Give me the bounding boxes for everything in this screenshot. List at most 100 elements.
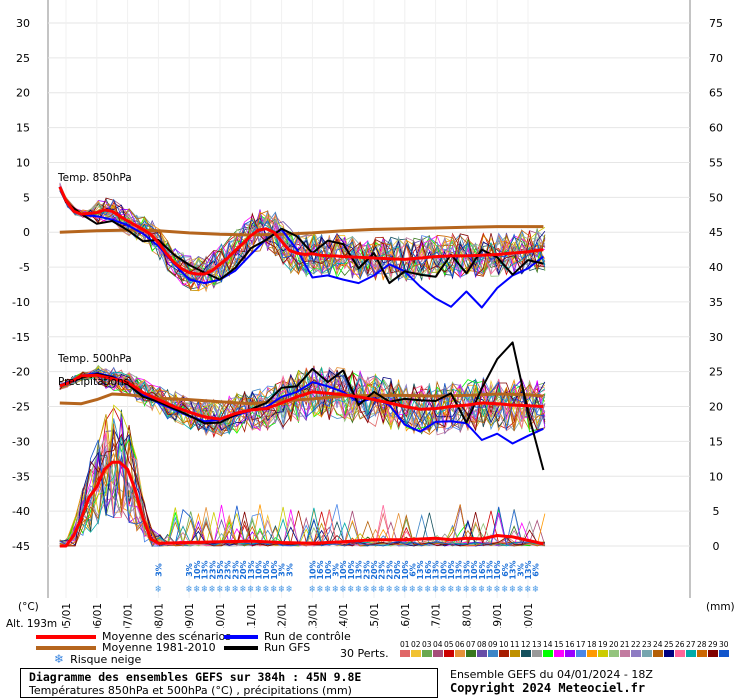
date-axis: 05/01 06/01 07/01 08/01 09/01 10/01 11/01 12/01… (61, 603, 535, 628)
snow-pct: 20% (393, 560, 402, 579)
pert-swatch (543, 650, 553, 657)
pert-number: 17 (576, 640, 586, 649)
snow-pct: 10% (255, 560, 264, 579)
right-tick-label: 30 (709, 331, 723, 344)
chart-subtitle: Températures 850hPa et 500hPa (°C) , pré… (29, 684, 352, 697)
left-tick-label: -40 (12, 505, 30, 518)
pert-swatch (554, 650, 564, 657)
snow-pct: 13% (462, 560, 471, 579)
plot-background (48, 0, 690, 628)
legend-swatch-control (224, 634, 258, 639)
date-label: 19/01 (492, 603, 504, 628)
snowflake-icon: ❄ (363, 584, 370, 595)
pert-number: 28 (697, 640, 707, 649)
pert-swatch (631, 650, 641, 657)
copyright: Copyright 2024 Meteociel.fr (450, 681, 646, 695)
snow-pct: 6% (501, 563, 510, 577)
snow-pct: 10% (347, 560, 356, 579)
pert-number: 22 (631, 640, 641, 649)
date-label: 13/01 (307, 603, 319, 628)
snowflake-icon: ❄ (248, 584, 255, 595)
left-tick-label: -45 (12, 540, 30, 553)
right-tick-label: 75 (709, 17, 723, 30)
snowflake-icon: ❄ (155, 584, 162, 595)
series-t850-3 (58, 186, 544, 285)
snowflake-icon: ❄ (263, 584, 270, 595)
snowflake-icon: ❄ (340, 584, 347, 595)
snow-pct: 10% (470, 560, 479, 579)
snow-pct: 13% (201, 560, 210, 579)
snowflake-icon: ❄ (271, 584, 278, 595)
snow-pct: 20% (370, 560, 379, 579)
pert-number: 21 (620, 640, 630, 649)
snow-pct: 23% (385, 560, 394, 579)
snow-pct: 13% (416, 560, 425, 579)
legend-label-snow: Risque neige (70, 652, 142, 666)
right-tick-label: 0 (713, 540, 720, 553)
legend: Moyenne des scénarios Moyenne 1981-2010 … (0, 628, 740, 700)
right-tick-label: 35 (709, 296, 723, 309)
date-label: 05/01 (61, 603, 73, 628)
right-tick-label: 25 (709, 366, 723, 379)
pert-swatch (455, 650, 465, 657)
snowflake-icon: ❄ (510, 584, 517, 595)
pert-number: 27 (686, 640, 696, 649)
series-t850-1 (59, 225, 544, 237)
pert-swatch (499, 650, 509, 657)
legend-label-mean: Moyenne des scénarios (102, 630, 231, 643)
series-t500-5 (59, 392, 544, 406)
snow-pct: 3% (516, 563, 525, 577)
snowflake-icon: ❄ (440, 584, 447, 595)
date-label: 11/01 (246, 603, 258, 628)
snowflake-icon: ❄ (202, 584, 209, 595)
legend-label-climate: Moyenne 1981-2010 (102, 641, 216, 654)
snowflake-icon: ❄ (502, 584, 509, 595)
pert-swatch (422, 650, 432, 657)
pert-number: 06 (455, 640, 465, 649)
right-tick-label: 5 (713, 505, 720, 518)
snowflake-icon: ❄ (217, 584, 224, 595)
snowflake-icon: ❄ (186, 584, 193, 595)
right-tick-label: 10 (709, 470, 723, 483)
right-tick-label: 40 (709, 261, 723, 274)
annotation-t850: Temp. 850hPa (57, 172, 132, 184)
pert-swatch (477, 650, 487, 657)
left-tick-label: -10 (12, 296, 30, 309)
snow-pct: 23% (208, 560, 217, 579)
snowflake-icon: ❄ (317, 584, 324, 595)
pert-number: 11 (510, 640, 520, 649)
legend-label-gfs: Run GFS (264, 641, 311, 654)
pert-swatch (664, 650, 674, 657)
series-t850-2 (58, 186, 545, 309)
snowflake-icon: ❄ (479, 584, 486, 595)
date-label: 14/01 (338, 603, 350, 628)
title-box: Diagramme des ensembles GEFS sur 384h : … (20, 668, 438, 698)
date-label: 10/01 (215, 603, 227, 628)
left-tick-label: 10 (16, 156, 30, 169)
pert-number: 23 (642, 640, 652, 649)
chart-title: Diagramme des ensembles GEFS sur 384h : … (29, 670, 362, 684)
snowflake-icon: ❄ (394, 584, 401, 595)
snowflake-icon: ❄ (225, 584, 232, 595)
snow-pct: 13% (247, 560, 256, 579)
snowflake-icon: ❄ (348, 584, 355, 595)
snowflake-icon: ❄ (286, 584, 293, 595)
snow-pct: 3% (278, 563, 287, 577)
date-label: 20/01 (523, 603, 535, 628)
pert-swatch (433, 650, 443, 657)
date-label: 16/01 (400, 603, 412, 628)
snow-pct: 6% (409, 563, 418, 577)
date-label: 07/01 (123, 603, 135, 628)
pert-swatch (642, 650, 652, 657)
snowflake-icon: ❄ (232, 584, 239, 595)
altitude-label: Alt. 193m (6, 618, 57, 628)
snowflake-icon: ❄ (456, 584, 463, 595)
annotation-precip: Précipitations (58, 376, 129, 388)
pert-swatch (609, 650, 619, 657)
left-tick-label: -35 (12, 470, 30, 483)
snowflake-icon: ❄ (194, 584, 201, 595)
left-tick-label: -25 (12, 401, 30, 414)
pert-swatch (708, 650, 718, 657)
snow-pct: 10% (439, 560, 448, 579)
snowflake-icon: ❄ (279, 584, 286, 595)
